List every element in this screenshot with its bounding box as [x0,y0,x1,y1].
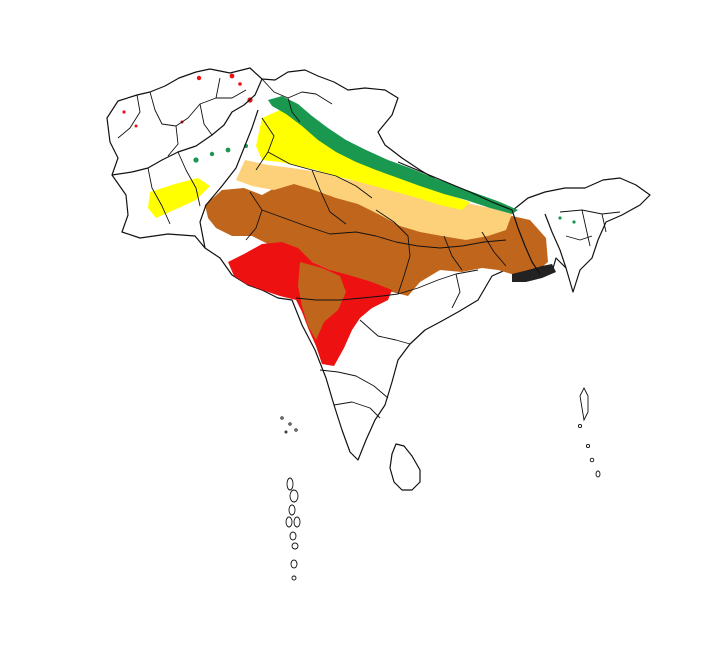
zone-gangetic-plain [236,160,512,240]
zone-pakistan-specks [148,178,210,218]
zone-punjab-upper-gangetic-plain [256,110,470,210]
sundarbans-coast-strip [512,264,556,282]
afghanistan-provinces [117,77,247,157]
lakshadweep [280,416,298,434]
maldives [285,477,301,581]
sri-lanka [389,443,421,491]
pakistan-provinces [147,151,201,225]
afghanistan-pakistan-border [111,78,263,176]
northeast-india-states [559,209,621,247]
andaman-nicobar [577,386,601,478]
zone-central-india-and-rajasthan [205,178,548,296]
nepal-border-south [397,161,513,211]
kashmir-lines [261,78,333,123]
pakistan-india-border [199,109,259,249]
india-states [245,117,507,419]
islands [280,386,601,581]
bangladesh-border [511,209,567,275]
zones-layer [122,73,576,366]
zone-central-india-tail [298,262,346,340]
borders-layer [111,77,621,419]
